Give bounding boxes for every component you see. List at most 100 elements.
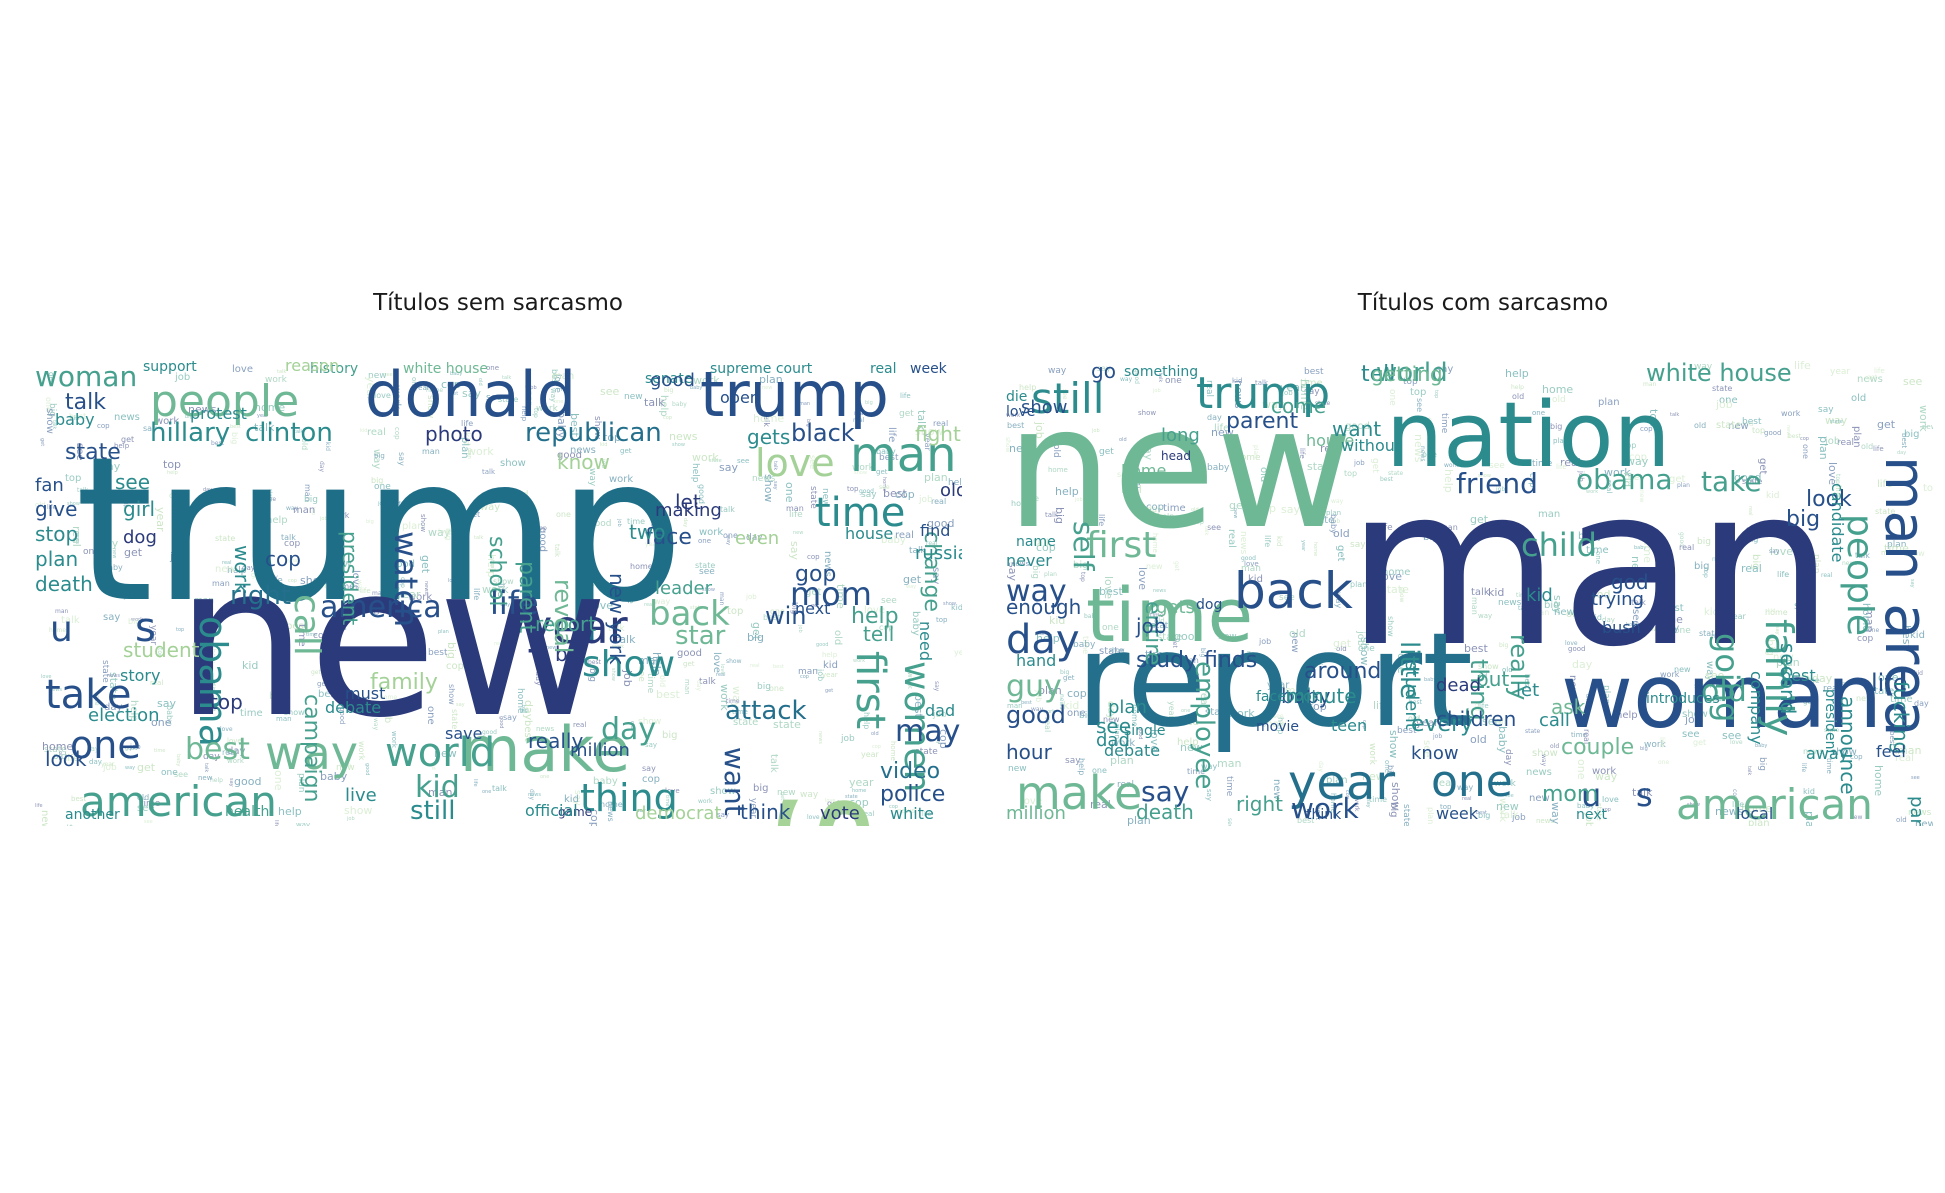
wordcloud-filler-word: top <box>520 705 526 713</box>
wordcloud-filler-word: say <box>645 741 657 749</box>
wordcloud-filler-word: job <box>1353 459 1365 467</box>
wordcloud-filler-word: cop <box>1629 452 1647 463</box>
wordcloud-filler-word: new <box>1146 562 1163 571</box>
wordcloud-filler-word: day <box>1105 701 1116 719</box>
wordcloud-filler-word: one <box>196 617 217 630</box>
wordcloud-filler-word: talk <box>254 421 275 434</box>
wordcloud-word: still <box>410 796 455 826</box>
wordcloud-filler-word: state <box>1151 621 1174 631</box>
wordcloud-filler-word: way <box>500 602 510 608</box>
wordcloud-filler-word: cop <box>1307 513 1320 521</box>
wordcloud-word: trump <box>1196 368 1330 419</box>
wordcloud-filler-word: job <box>1796 596 1812 607</box>
wordcloud-filler-word: talk <box>644 396 665 409</box>
wordcloud-filler-word: man <box>293 505 315 516</box>
wordcloud-filler-word: see <box>1482 715 1501 728</box>
wordcloud-filler-word: show <box>672 442 685 448</box>
wordcloud-filler-word: time <box>240 708 263 719</box>
wordcloud-word: another <box>65 807 120 823</box>
wordcloud-filler-word: big <box>1478 811 1490 820</box>
wordcloud-filler-word: see <box>137 803 155 814</box>
wordcloud-filler-word: plan <box>466 448 472 459</box>
wordcloud-filler-word: big <box>366 519 374 525</box>
wordcloud-filler-word: day <box>1147 505 1162 514</box>
wordcloud-word: real <box>870 361 897 377</box>
wordcloud-filler-word: news <box>570 445 596 456</box>
wordcloud-filler-word: baby <box>320 770 348 783</box>
wordcloud-filler-word: plan <box>1127 814 1151 826</box>
wordcloud-filler-word: one <box>1878 671 1899 684</box>
wordcloud-filler-word: cop <box>288 578 297 584</box>
wordcloud-filler-word: say <box>103 612 120 623</box>
wordcloud-filler-word: one <box>57 751 63 760</box>
wordcloud-filler-word: time <box>1439 413 1449 434</box>
wordcloud-filler-word: home <box>1542 383 1573 396</box>
wordcloud-filler-word: way <box>1540 754 1547 767</box>
wordcloud-filler-word: old <box>871 731 879 737</box>
wordcloud-filler-word: time <box>1145 648 1170 661</box>
wordcloud-filler-word: best <box>1380 476 1394 483</box>
wordcloud-filler-word: state <box>915 747 938 757</box>
wordcloud-filler-word: home <box>426 387 443 394</box>
wordcloud-filler-word: new <box>793 530 803 536</box>
wordcloud-filler-word: year <box>364 376 377 401</box>
wordcloud-word: people <box>150 376 299 427</box>
wordcloud-filler-word: good <box>390 559 415 570</box>
wordcloud-filler-word: love <box>590 599 613 612</box>
wordcloud-filler-word: old <box>1552 395 1566 405</box>
wordcloud-filler-word: way <box>575 497 588 520</box>
wordcloud-word: u <box>1581 776 1601 814</box>
wordcloud-filler-word: see <box>699 567 715 577</box>
wordcloud-filler-word: man <box>428 786 452 799</box>
wordcloud-filler-word: kid <box>360 428 367 434</box>
wordcloud-filler-word: best <box>588 659 602 666</box>
wordcloud-filler-word: new <box>198 774 213 782</box>
wordcloud-filler-word: work <box>698 798 713 805</box>
wordcloud-filler-word: home <box>1011 499 1034 508</box>
wordcloud-word: story <box>120 666 160 685</box>
wordcloud-filler-word: old <box>1502 666 1513 674</box>
wordcloud-filler-word: old <box>1512 392 1524 401</box>
wordcloud-filler-word: top <box>1752 426 1765 435</box>
wordcloud-word: name <box>1016 534 1056 550</box>
wordcloud-word: friend <box>1456 467 1538 500</box>
wordcloud-filler-word: way <box>286 505 299 512</box>
wordcloud-filler-word: see <box>737 457 749 465</box>
wordcloud-filler-word: real <box>1747 506 1753 515</box>
wordcloud-filler-word: talk <box>1471 587 1490 598</box>
wordcloud-filler-word: real <box>222 748 237 757</box>
wordcloud-word: s <box>1636 776 1653 814</box>
wordcloud-filler-word: state <box>1388 470 1404 477</box>
wordcloud-filler-word: love <box>1826 462 1839 485</box>
wordcloud-filler-word: show <box>1389 782 1402 810</box>
wordcloud-filler-word: top <box>176 627 184 633</box>
wordcloud-filler-word: way <box>800 790 819 800</box>
wordcloud-word: work <box>1291 792 1360 825</box>
wordcloud-filler-word: year <box>1830 367 1850 377</box>
wordcloud-filler-word: state <box>1716 420 1741 431</box>
wordcloud-filler-word: plan <box>1748 818 1770 826</box>
wordcloud-filler-word: say <box>1909 579 1915 588</box>
wordcloud-filler-word: news <box>1526 767 1552 778</box>
wordcloud-filler-word: top <box>1403 377 1418 387</box>
wordcloud-word: look <box>45 747 87 771</box>
wordcloud-word: support <box>143 361 197 375</box>
wordcloud-filler-word: say <box>1304 387 1320 397</box>
wordcloud-filler-word: man <box>1181 656 1199 665</box>
wordcloud-filler-word: get <box>811 603 819 609</box>
wordcloud-filler-word: top <box>65 473 81 484</box>
wordcloud-filler-word: life <box>273 820 279 826</box>
wordcloud-filler-word: plan <box>438 629 449 635</box>
wordcloud-filler-word: real <box>324 581 341 591</box>
wordcloud-filler-word: one <box>769 684 784 693</box>
wordcloud-filler-word: time <box>732 708 748 716</box>
wordcloud-filler-word: old <box>658 675 667 687</box>
wordcloud-filler-word: one <box>1674 626 1691 636</box>
wordcloud-filler-word: job <box>129 743 141 751</box>
wordcloud-filler-word: news <box>1153 588 1166 594</box>
wordcloud-filler-word: talk <box>1746 766 1752 775</box>
wordcloud-filler-word: day <box>1812 672 1833 685</box>
wordcloud-filler-word: life <box>1590 584 1599 591</box>
wordcloud-filler-word: baby <box>593 776 618 787</box>
wordcloud-word: let <box>1516 680 1539 701</box>
